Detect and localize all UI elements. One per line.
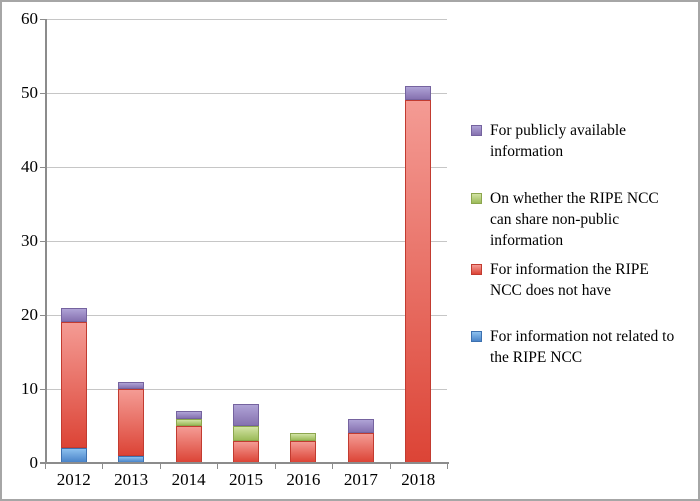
y-axis-tick-label: 60	[21, 9, 38, 28]
green-swatch-icon	[471, 193, 482, 204]
bar-segment-2015-green	[233, 426, 259, 441]
gridline-50	[45, 92, 447, 94]
gridline-60	[45, 18, 447, 20]
bar-segment-2017-purple	[347, 418, 374, 434]
y-axis-tick-label: 50	[21, 83, 38, 102]
x-axis-tick	[389, 464, 391, 469]
x-axis-label-2014: 2014	[171, 470, 206, 489]
y-axis-tick	[40, 315, 45, 316]
bar-segment-2016-red	[290, 440, 317, 463]
x-axis-tick	[217, 464, 219, 469]
y-axis-tick	[40, 241, 45, 242]
legend-label: For information the RIPE NCC does not ha…	[490, 261, 649, 299]
x-axis-tick	[447, 464, 448, 469]
y-axis-tick	[40, 93, 45, 94]
legend-item-publicly-available: For publicly available information	[471, 120, 665, 162]
x-axis-tick	[159, 464, 161, 469]
legend-label: On whether the RIPE NCC can share non-pu…	[490, 190, 659, 249]
x-axis-tick	[45, 464, 46, 469]
plot-area	[45, 18, 447, 463]
gridline-30	[45, 240, 447, 242]
x-axis-label-2013: 2013	[114, 470, 149, 489]
blue-swatch-icon	[471, 331, 482, 342]
bar-segment-2014-purple	[175, 411, 202, 419]
bar-segment-2013-red	[118, 389, 145, 456]
x-axis-label-2012: 2012	[56, 470, 91, 489]
gridline-20	[45, 314, 447, 316]
x-axis-line	[40, 462, 449, 464]
y-axis-tick	[40, 167, 45, 168]
bar-segment-2014-green	[175, 418, 202, 426]
bar-segment-2012-purple	[60, 307, 87, 323]
x-axis-label-2016: 2016	[286, 470, 321, 489]
y-axis-tick-label: 40	[21, 157, 38, 176]
y-axis-tick	[40, 19, 45, 20]
legend-item-share-non-public: On whether the RIPE NCC can share non-pu…	[471, 188, 676, 251]
red-swatch-icon	[471, 264, 482, 275]
bar-segment-2018-red	[405, 100, 432, 463]
gridline-40	[45, 166, 447, 168]
bar-segment-2013-purple	[118, 381, 145, 389]
bar-segment-2012-red	[60, 322, 87, 449]
x-axis-tick	[274, 464, 276, 469]
legend-label: For publicly available information	[490, 122, 627, 160]
legend-label: For information not related to the RIPE …	[490, 328, 675, 366]
y-axis-tick-label: 20	[21, 305, 38, 324]
bar-segment-2018-purple	[405, 85, 432, 101]
x-axis-label-2018: 2018	[401, 470, 436, 489]
y-axis-tick-label: 30	[21, 231, 38, 250]
bar-segment-2012-blue	[60, 448, 87, 463]
y-axis-tick	[40, 463, 45, 464]
y-axis-tick-label: 10	[21, 379, 38, 398]
bar-segment-2015-purple	[233, 403, 259, 426]
bar-segment-2015-red	[233, 440, 259, 463]
legend-item-does-not-have: For information the RIPE NCC does not ha…	[471, 259, 666, 301]
legend-item-not-related: For information not related to the RIPE …	[471, 326, 680, 368]
bar-segment-2016-green	[290, 433, 317, 441]
bar-segment-2017-red	[347, 433, 374, 463]
purple-swatch-icon	[471, 125, 482, 136]
y-axis-line	[45, 19, 47, 464]
x-axis-tick	[102, 464, 104, 469]
y-axis-tick	[40, 389, 45, 390]
x-axis-label-2017: 2017	[343, 470, 378, 489]
y-axis-tick-label: 0	[29, 453, 39, 472]
gridline-10	[45, 388, 447, 390]
x-axis-label-2015: 2015	[229, 470, 263, 489]
bar-segment-2014-red	[175, 426, 202, 463]
x-axis-tick	[332, 464, 334, 469]
